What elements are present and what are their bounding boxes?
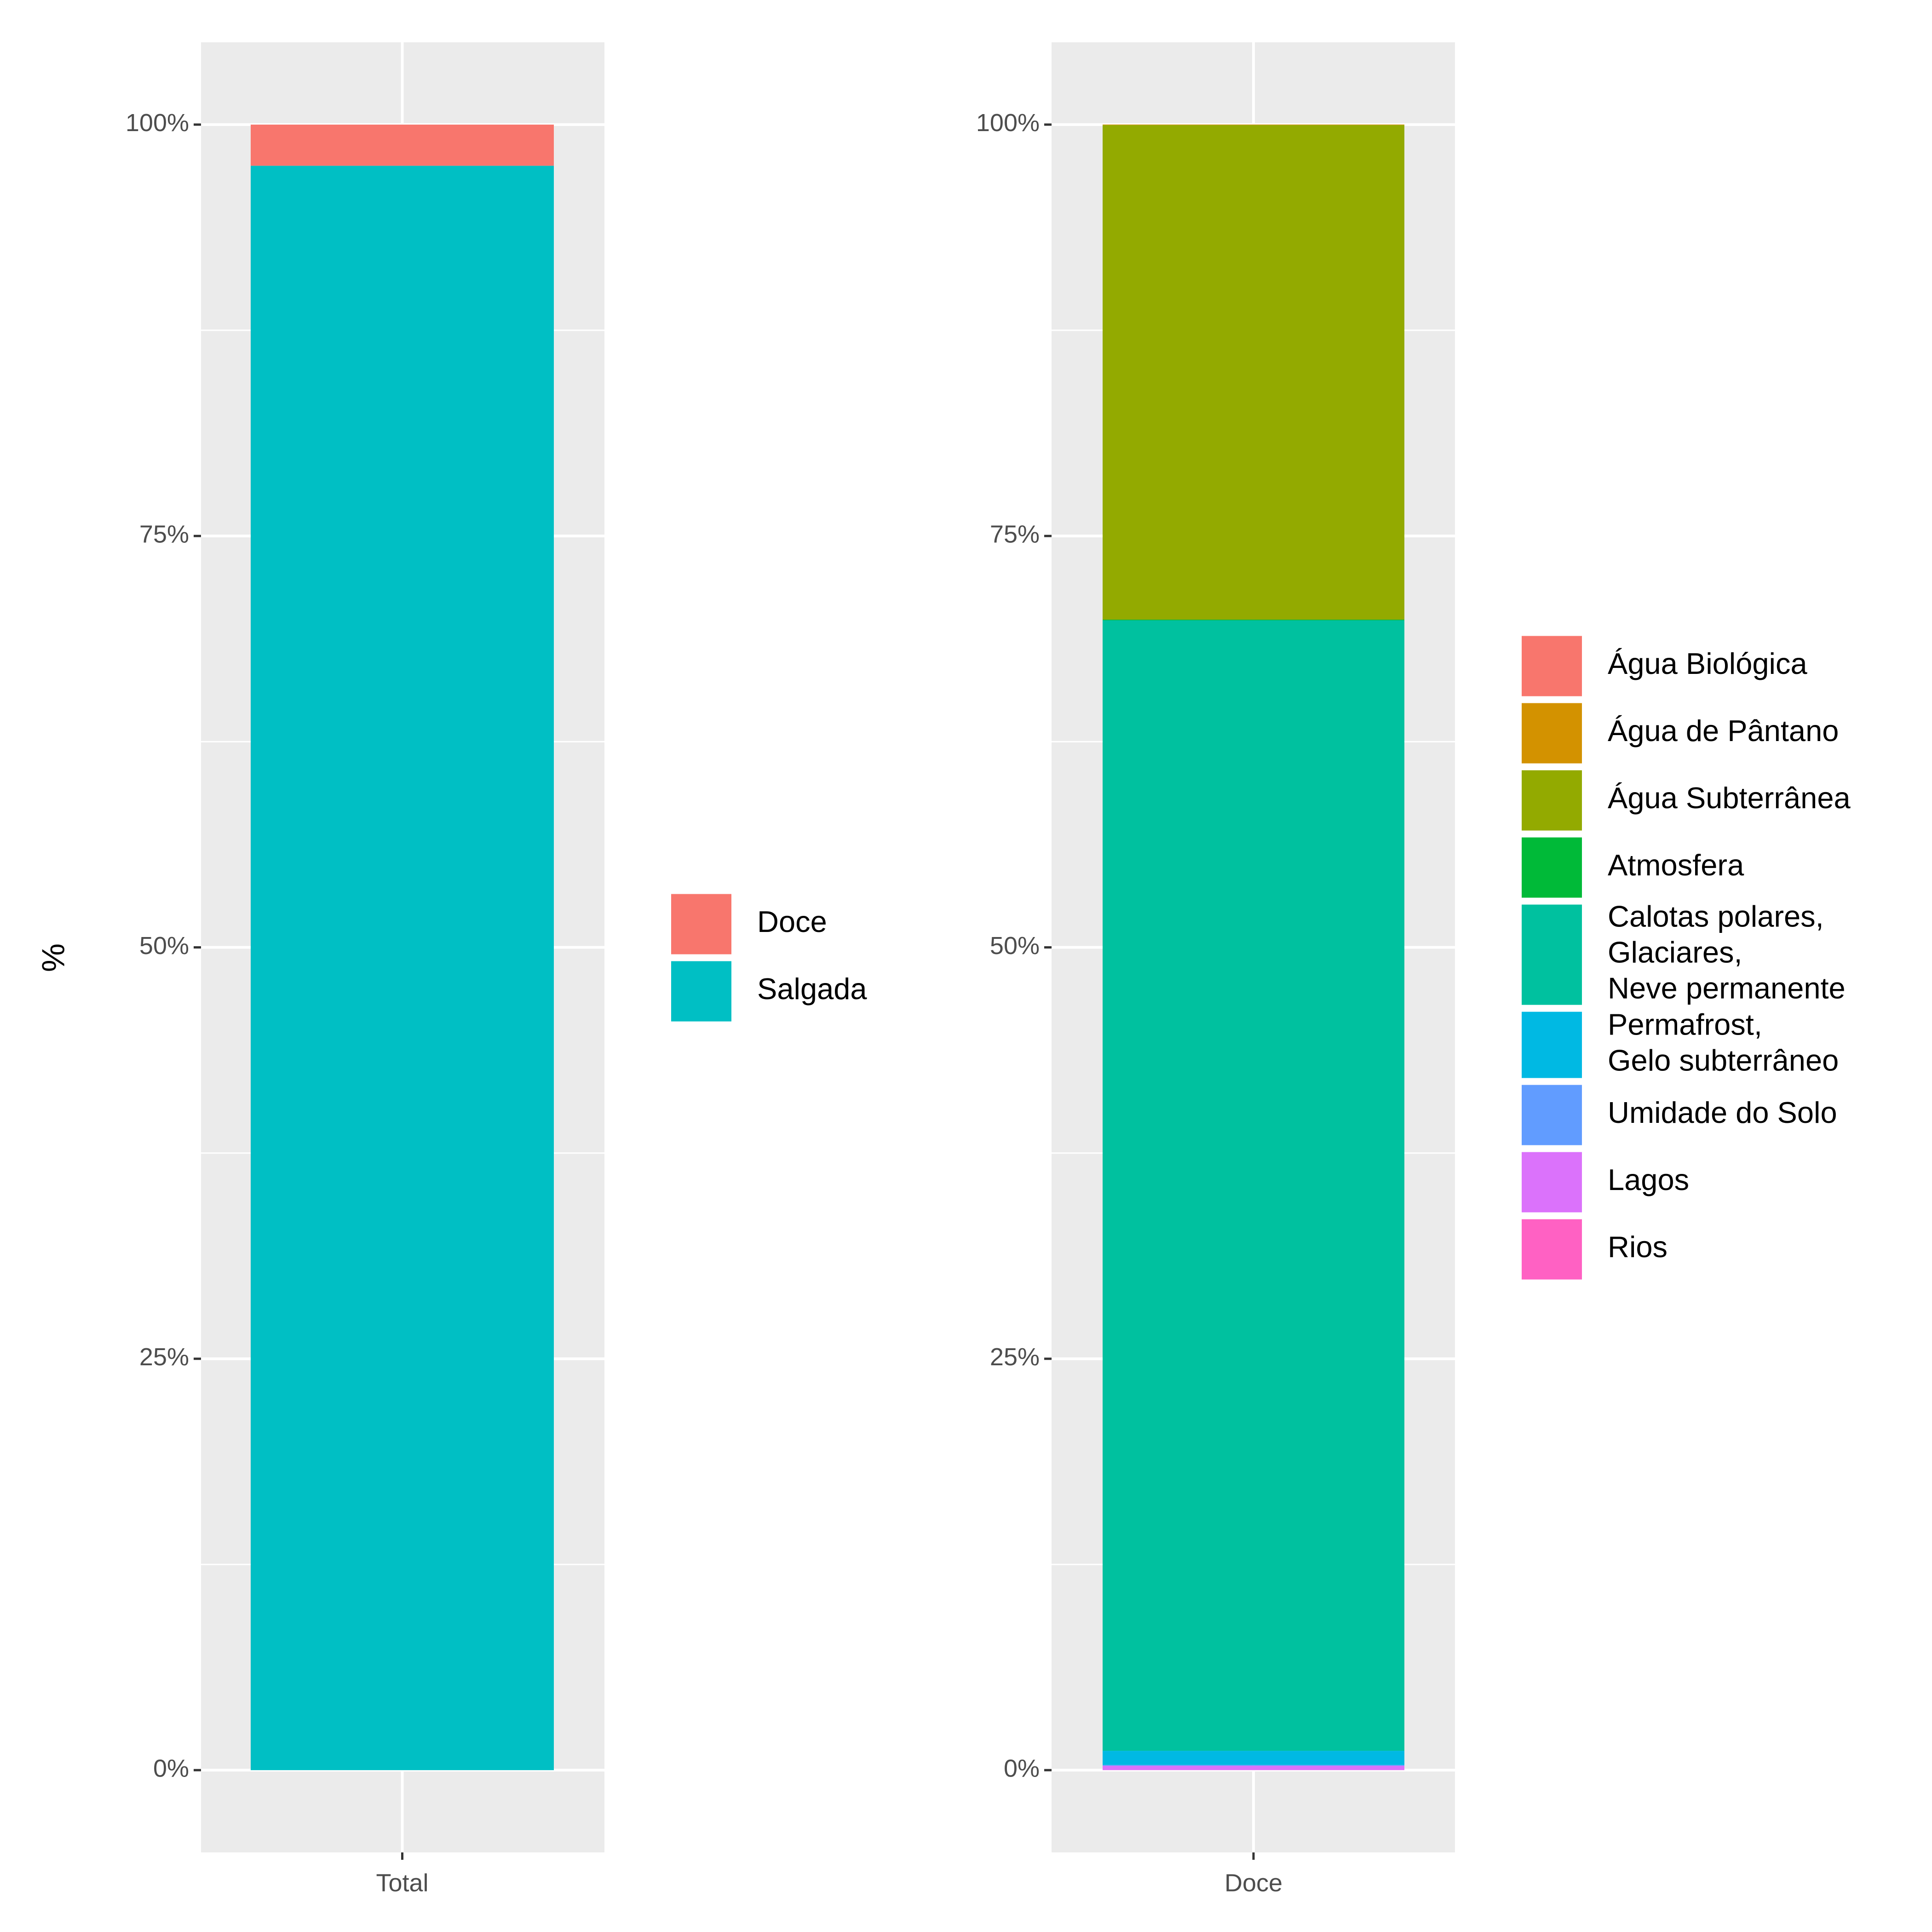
legend-label: Calotas polares, Glaciares, Neve permanent… (1608, 900, 1846, 1005)
legend-key (1520, 903, 1584, 1007)
bar-segment (1103, 1765, 1404, 1770)
legend-key (1520, 701, 1584, 765)
legend-key (1520, 1150, 1584, 1214)
y-tick-label: 100% (126, 109, 189, 137)
legend-key (1520, 835, 1584, 900)
legend-key (669, 959, 733, 1024)
y-tick-label: 25% (990, 1343, 1040, 1371)
legend-key (1520, 1010, 1584, 1080)
legend-label: Atmosfera (1608, 848, 1744, 882)
x-tick-label: Doce (1225, 1869, 1282, 1897)
bar-segment (251, 166, 554, 1771)
legend-label: Doce (757, 905, 827, 938)
legend-label: Água Biológica (1608, 647, 1807, 680)
legend-label: Água Subterrânea (1608, 781, 1851, 815)
bar-segment (1103, 125, 1404, 620)
legend-label: Umidade do Solo (1608, 1096, 1837, 1129)
legend-key (1520, 768, 1584, 833)
legend-label: Salgada (757, 972, 867, 1006)
y-tick-label: 0% (1004, 1754, 1040, 1782)
legend-label: Permafrost, Gelo subterrâneo (1608, 1008, 1839, 1077)
y-tick-label: 75% (139, 520, 189, 548)
y-tick-label: 100% (976, 109, 1040, 137)
legend-label: Lagos (1608, 1163, 1689, 1196)
legend-label: Água de Pântano (1608, 714, 1839, 748)
bar-segment (251, 124, 554, 166)
bar-segment (1103, 1751, 1404, 1765)
y-tick-label: 25% (139, 1343, 189, 1371)
y-tick-label: 75% (990, 520, 1040, 548)
legend-key (669, 892, 733, 956)
y-tick-label: 50% (139, 932, 189, 960)
y-tick-label: 0% (153, 1754, 189, 1782)
legend-key (1520, 634, 1584, 698)
legend-label: Rios (1608, 1230, 1668, 1264)
bar-segment (1103, 620, 1404, 1751)
y-tick-label: 50% (990, 932, 1040, 960)
y-axis-label: % (35, 943, 71, 972)
legend-key (1520, 1217, 1584, 1282)
legend-key (1520, 1083, 1584, 1147)
bar-segment (1103, 1765, 1404, 1766)
x-tick-label: Total (376, 1869, 428, 1897)
